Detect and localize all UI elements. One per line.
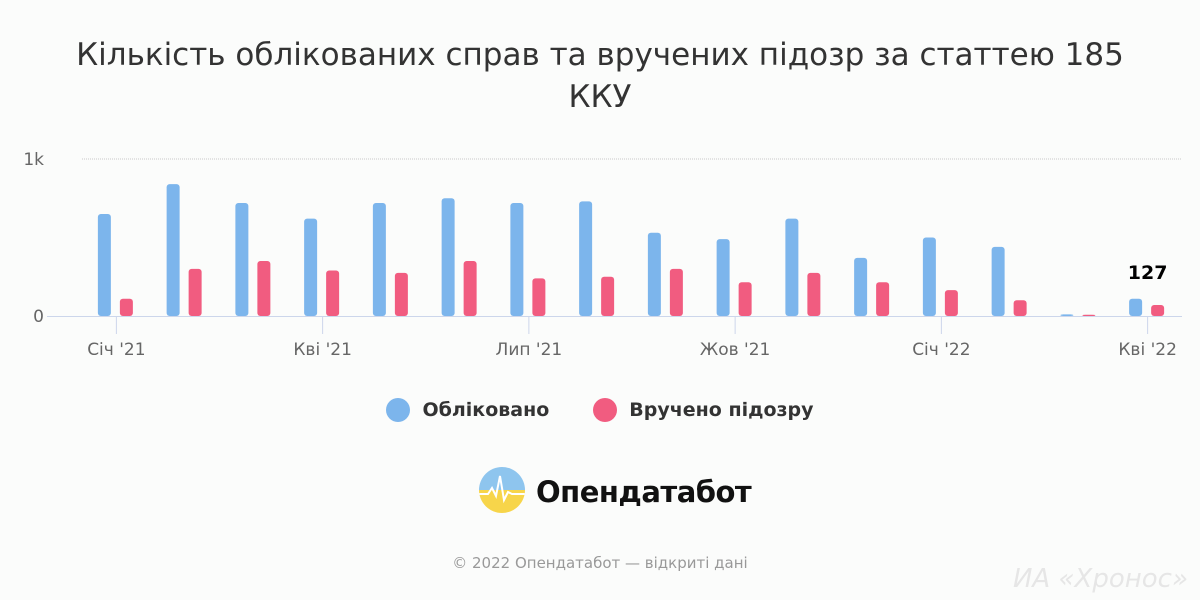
bar-suspicion-14 xyxy=(1082,314,1096,316)
x-tick-label: Кві '21 xyxy=(293,340,352,360)
bar-registered-0 xyxy=(97,213,111,316)
bar-suspicion-0 xyxy=(119,298,133,316)
bar-registered-4 xyxy=(372,202,386,316)
bar-registered-2 xyxy=(235,202,249,316)
brand-name: Опендатабот xyxy=(536,475,752,509)
bar-suspicion-6 xyxy=(532,278,546,316)
bar-registered-1 xyxy=(166,184,180,316)
legend: Обліковано Вручено підозру xyxy=(0,398,1200,422)
bar-suspicion-7 xyxy=(601,276,615,316)
y-tick-label: 0 xyxy=(33,307,44,327)
bar-registered-9 xyxy=(716,239,730,316)
bar-registered-13 xyxy=(991,246,1005,316)
bar-suspicion-4 xyxy=(394,272,408,316)
bar-registered-7 xyxy=(579,201,593,316)
x-tick-label: Жов '21 xyxy=(700,340,770,360)
bar-registered-11 xyxy=(854,257,868,316)
y-tick-label: 1k xyxy=(23,150,44,170)
legend-item-series-2[interactable]: Вручено підозру xyxy=(593,398,814,422)
bar-registered-14 xyxy=(1060,314,1074,316)
legend-label-series-1: Обліковано xyxy=(422,399,550,421)
legend-marker-series-2 xyxy=(593,398,618,422)
bar-registered-3 xyxy=(304,218,318,316)
legend-marker-series-1 xyxy=(386,398,411,422)
bar-suspicion-8 xyxy=(669,268,683,316)
data-label: 127 xyxy=(1128,262,1168,284)
bar-suspicion-2 xyxy=(257,261,271,316)
bar-suspicion-12 xyxy=(944,290,958,316)
legend-label-series-2: Вручено підозру xyxy=(629,399,814,421)
opendatabot-logo-icon xyxy=(478,466,526,518)
bar-registered-15 xyxy=(1129,298,1143,316)
chart-title: Кількість облікованих справ та вручених … xyxy=(76,37,1124,115)
x-tick-label: Кві '22 xyxy=(1118,340,1177,360)
watermark: ИА «Хронос» xyxy=(1012,564,1188,594)
footer-credit: © 2022 Опендатабот — відкриті дані xyxy=(452,554,748,572)
bar-registered-8 xyxy=(647,232,661,316)
x-tick-label: Січ '22 xyxy=(912,340,970,360)
brand: Опендатабот xyxy=(478,466,752,518)
bar-registered-12 xyxy=(922,237,936,316)
bar-registered-10 xyxy=(785,218,799,316)
bar-suspicion-13 xyxy=(1013,300,1027,316)
bar-suspicion-5 xyxy=(463,261,477,316)
bar-suspicion-9 xyxy=(738,282,752,316)
x-tick-label: Лип '21 xyxy=(496,340,563,360)
bar-chart: 0 1k Січ '21 Кві '21 Лип '21 Жов '21 Січ '22 Кв… xyxy=(23,150,1182,360)
bar-suspicion-1 xyxy=(188,268,202,316)
bar-suspicion-3 xyxy=(326,270,340,316)
bar-registered-6 xyxy=(510,202,524,316)
bar-suspicion-15 xyxy=(1151,305,1165,316)
legend-item-series-1[interactable]: Обліковано xyxy=(386,398,549,422)
bar-suspicion-11 xyxy=(876,282,890,316)
x-tick-label: Січ '21 xyxy=(87,340,145,360)
bar-suspicion-10 xyxy=(807,272,821,316)
bar-registered-5 xyxy=(441,198,455,316)
